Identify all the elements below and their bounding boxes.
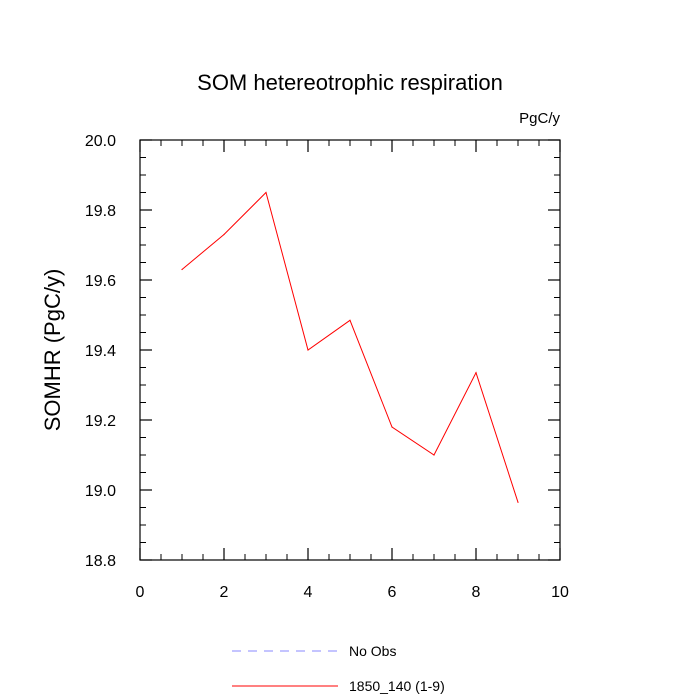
x-tick-label: 6 bbox=[388, 584, 397, 601]
chart-title: SOM hetereotrophic respiration bbox=[197, 70, 503, 95]
x-tick-label: 4 bbox=[304, 584, 313, 601]
legend-label: 1850_140 (1-9) bbox=[349, 678, 445, 694]
series-point bbox=[517, 501, 519, 503]
minor-ticks bbox=[139, 139, 561, 561]
x-tick-labels: 0 2 4 6 8 10 bbox=[136, 584, 569, 601]
plot-frame bbox=[139, 139, 561, 561]
y-tick-label: 20.0 bbox=[85, 133, 116, 150]
series-layer bbox=[181, 191, 519, 503]
series-point bbox=[223, 233, 225, 236]
y-tick-labels: 18.8 19.0 19.2 19.4 19.6 19.8 20.0 bbox=[85, 133, 116, 570]
y-tick-label: 19.6 bbox=[85, 273, 116, 290]
x-tick-label: 2 bbox=[220, 584, 229, 601]
legend: No Obs 1850_140 (1-9) bbox=[232, 643, 445, 694]
legend-label: No Obs bbox=[349, 643, 396, 659]
series-point bbox=[475, 372, 477, 374]
y-tick-label: 19.2 bbox=[85, 413, 116, 430]
major-ticks bbox=[139, 139, 561, 561]
series-point bbox=[307, 349, 309, 351]
series-point bbox=[265, 191, 267, 194]
x-tick-label: 8 bbox=[472, 584, 481, 601]
y-axis-label: SOMHR (PgC/y) bbox=[40, 269, 65, 432]
series-point bbox=[181, 268, 183, 271]
y-tick-label: 18.8 bbox=[85, 553, 116, 570]
series-point bbox=[349, 319, 351, 321]
units-label: PgC/y bbox=[519, 110, 560, 127]
x-tick-label: 0 bbox=[136, 584, 145, 601]
y-tick-label: 19.0 bbox=[85, 483, 116, 500]
series-point bbox=[433, 454, 435, 456]
y-tick-label: 19.8 bbox=[85, 203, 116, 220]
y-tick-label: 19.4 bbox=[85, 343, 116, 360]
series-line bbox=[181, 191, 519, 503]
x-tick-label: 10 bbox=[551, 584, 569, 601]
series-point bbox=[391, 426, 393, 428]
